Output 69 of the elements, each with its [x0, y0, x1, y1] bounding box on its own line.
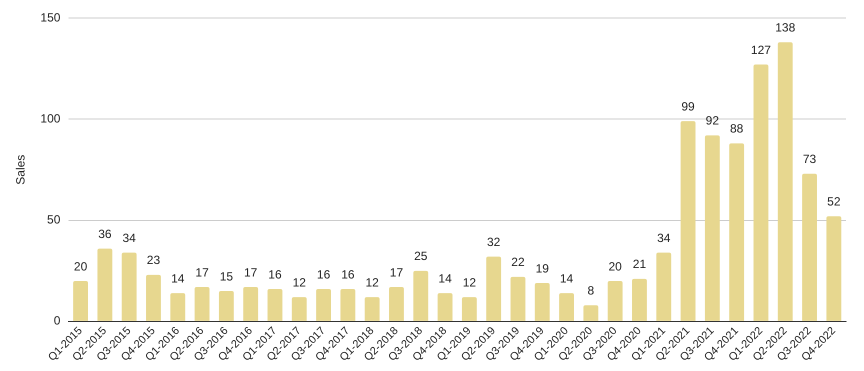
bar [778, 42, 793, 321]
data-label: 12 [365, 275, 380, 290]
data-label: 25 [414, 249, 428, 264]
data-label: 17 [195, 265, 210, 280]
bar [243, 287, 258, 321]
y-tick-label: 150 [40, 10, 61, 24]
data-label: 14 [171, 271, 185, 286]
bar [316, 289, 331, 321]
bar [632, 278, 647, 321]
bar [146, 274, 161, 321]
bar [292, 297, 307, 321]
bar [122, 252, 137, 321]
bar [73, 280, 88, 321]
data-label: 16 [268, 267, 282, 282]
data-label: 19 [536, 261, 550, 276]
data-label: 52 [827, 194, 841, 209]
data-label: 12 [462, 275, 476, 290]
y-axis-title: Sales [14, 154, 28, 185]
data-label: 88 [730, 122, 744, 136]
bar [704, 135, 720, 321]
bar [268, 289, 282, 321]
data-label: 34 [122, 230, 136, 245]
data-label: 36 [98, 226, 112, 241]
data-label: 17 [390, 265, 404, 280]
bar [340, 289, 356, 321]
data-label: 20 [74, 259, 88, 274]
bar [413, 270, 428, 321]
data-label: 32 [486, 234, 501, 249]
data-label: 21 [632, 257, 646, 272]
bar [462, 297, 477, 321]
bar [486, 256, 502, 321]
data-label: 14 [438, 271, 452, 286]
bar [583, 305, 598, 321]
data-label: 16 [316, 267, 331, 282]
data-label: 17 [244, 265, 258, 280]
bar [802, 174, 817, 321]
data-label: 92 [706, 114, 720, 128]
data-label: 20 [608, 259, 622, 274]
bar [608, 280, 623, 321]
y-tick-label: 50 [47, 212, 61, 227]
data-label: 12 [292, 275, 306, 290]
bar [170, 293, 186, 321]
bar [680, 121, 696, 321]
bar [510, 276, 526, 321]
bar [389, 287, 404, 321]
bar [729, 143, 744, 321]
bar [559, 293, 574, 321]
bar [534, 282, 550, 321]
data-label: 34 [657, 230, 671, 245]
data-label: 127 [750, 42, 772, 57]
bar [97, 248, 112, 321]
data-label: 73 [802, 152, 817, 166]
data-label: 23 [146, 253, 160, 268]
data-label: 99 [681, 99, 696, 114]
data-label: 22 [511, 255, 525, 270]
y-tick-label: 100 [40, 111, 61, 126]
bar [218, 291, 234, 321]
bar [826, 216, 842, 321]
data-label: 14 [560, 271, 574, 286]
data-label: 15 [220, 269, 234, 284]
data-label: 16 [341, 267, 355, 282]
bar [194, 287, 210, 321]
bar [438, 293, 452, 321]
bar [754, 64, 768, 321]
data-label: 8 [588, 284, 595, 298]
y-tick-label: 0 [54, 314, 61, 328]
bar [364, 297, 380, 321]
data-label: 138 [775, 20, 796, 35]
bar [656, 252, 672, 321]
